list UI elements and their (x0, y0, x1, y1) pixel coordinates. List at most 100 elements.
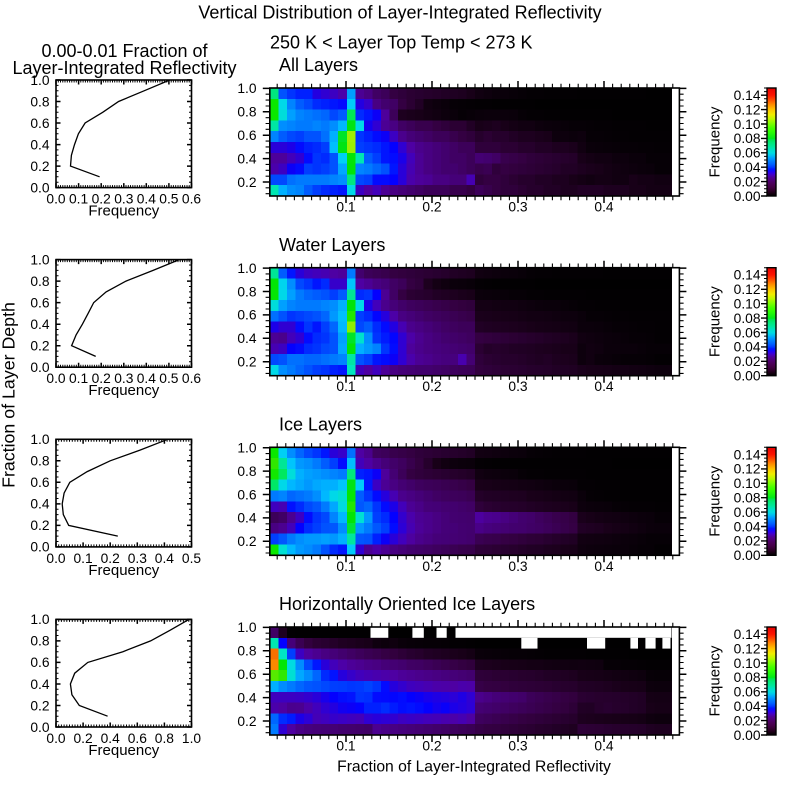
svg-text:0.3: 0.3 (508, 200, 528, 215)
svg-text:Frequency: Frequency (707, 645, 724, 716)
svg-text:0.0: 0.0 (46, 371, 66, 386)
svg-text:0.02: 0.02 (734, 354, 761, 369)
svg-text:0.0: 0.0 (30, 180, 50, 195)
svg-text:0.6: 0.6 (182, 371, 202, 386)
svg-text:0.2: 0.2 (30, 339, 49, 354)
svg-text:Layer-Integrated Reflectivity: Layer-Integrated Reflectivity (12, 58, 236, 78)
svg-text:0.6: 0.6 (237, 308, 257, 323)
svg-text:0.08: 0.08 (734, 491, 761, 506)
svg-text:0.06: 0.06 (734, 685, 761, 700)
svg-text:0.08: 0.08 (734, 311, 761, 326)
svg-text:0.08: 0.08 (734, 670, 761, 685)
svg-text:0.3: 0.3 (508, 379, 528, 394)
svg-text:0.4: 0.4 (137, 371, 157, 386)
svg-text:Fraction of Layer Depth: Fraction of Layer Depth (0, 302, 19, 488)
svg-text:0.12: 0.12 (734, 102, 761, 117)
svg-text:0.14: 0.14 (734, 447, 761, 462)
svg-text:0.2: 0.2 (422, 200, 441, 215)
svg-text:Frequency: Frequency (707, 106, 724, 177)
svg-text:1.0: 1.0 (237, 261, 257, 276)
svg-text:0.4: 0.4 (237, 331, 257, 346)
svg-text:Horizontally Oriented Ice Laye: Horizontally Oriented Ice Layers (279, 594, 535, 614)
svg-text:0.1: 0.1 (336, 559, 355, 574)
svg-text:Frequency: Frequency (88, 382, 159, 399)
svg-text:0.4: 0.4 (30, 137, 50, 152)
svg-text:0.1: 0.1 (69, 371, 88, 386)
svg-text:1.0: 1.0 (237, 620, 257, 635)
svg-text:0.04: 0.04 (734, 160, 761, 175)
svg-text:0.4: 0.4 (594, 200, 614, 215)
svg-text:0.04: 0.04 (734, 340, 761, 355)
svg-text:0.2: 0.2 (422, 739, 441, 754)
svg-text:0.2: 0.2 (237, 175, 256, 190)
svg-text:0.10: 0.10 (734, 476, 761, 491)
svg-text:0.2: 0.2 (74, 731, 93, 746)
svg-text:0.5: 0.5 (182, 551, 202, 566)
svg-text:0.1: 0.1 (74, 551, 93, 566)
svg-text:Frequency: Frequency (88, 562, 159, 579)
svg-text:0.12: 0.12 (734, 282, 761, 297)
svg-text:0.0: 0.0 (30, 540, 50, 555)
svg-text:1.0: 1.0 (30, 612, 50, 627)
svg-text:0.4: 0.4 (594, 739, 614, 754)
svg-text:0.4: 0.4 (237, 511, 257, 526)
svg-text:0.06: 0.06 (734, 325, 761, 340)
svg-text:0.8: 0.8 (237, 644, 257, 659)
svg-text:0.4: 0.4 (594, 559, 614, 574)
svg-text:0.6: 0.6 (237, 487, 257, 502)
svg-text:250 K < Layer Top Temp < 273 K: 250 K < Layer Top Temp < 273 K (270, 33, 533, 53)
svg-text:0.8: 0.8 (30, 634, 50, 649)
svg-text:0.2: 0.2 (30, 159, 49, 174)
svg-text:0.4: 0.4 (30, 497, 50, 512)
svg-text:0.14: 0.14 (734, 88, 761, 103)
svg-text:0.2: 0.2 (101, 551, 120, 566)
svg-text:0.1: 0.1 (336, 200, 355, 215)
svg-text:0.8: 0.8 (30, 454, 50, 469)
svg-text:0.6: 0.6 (128, 731, 148, 746)
svg-text:0.6: 0.6 (30, 475, 50, 490)
svg-text:0.4: 0.4 (30, 317, 50, 332)
svg-text:0.04: 0.04 (734, 699, 761, 714)
svg-text:0.0: 0.0 (46, 192, 66, 207)
svg-text:1.0: 1.0 (237, 441, 257, 456)
svg-text:0.3: 0.3 (114, 371, 134, 386)
svg-text:0.5: 0.5 (159, 192, 179, 207)
svg-text:0.6: 0.6 (182, 192, 202, 207)
svg-text:0.00: 0.00 (734, 189, 761, 204)
svg-text:Frequency: Frequency (707, 465, 724, 536)
svg-text:0.14: 0.14 (734, 268, 761, 283)
svg-text:0.14: 0.14 (734, 627, 761, 642)
svg-text:0.0: 0.0 (30, 360, 50, 375)
svg-text:0.8: 0.8 (237, 105, 257, 120)
svg-text:0.02: 0.02 (734, 713, 761, 728)
svg-text:0.4: 0.4 (30, 677, 50, 692)
svg-text:0.00: 0.00 (734, 548, 761, 563)
svg-text:0.8: 0.8 (30, 274, 50, 289)
svg-text:0.2: 0.2 (237, 355, 256, 370)
svg-text:0.2: 0.2 (237, 714, 256, 729)
svg-text:0.3: 0.3 (114, 192, 134, 207)
svg-text:0.2: 0.2 (92, 192, 111, 207)
svg-text:0.12: 0.12 (734, 641, 761, 656)
svg-text:0.04: 0.04 (734, 519, 761, 534)
svg-text:0.8: 0.8 (155, 731, 175, 746)
svg-text:Frequency: Frequency (88, 203, 159, 220)
svg-text:Fraction of Layer-Integrated R: Fraction of Layer-Integrated Reflectivit… (337, 759, 611, 776)
svg-text:1.0: 1.0 (30, 432, 50, 447)
svg-text:0.6: 0.6 (30, 116, 50, 131)
svg-text:0.4: 0.4 (155, 551, 175, 566)
svg-text:0.4: 0.4 (237, 690, 257, 705)
svg-text:1.0: 1.0 (30, 73, 50, 88)
svg-text:0.4: 0.4 (594, 379, 614, 394)
svg-text:0.10: 0.10 (734, 297, 761, 312)
svg-text:0.06: 0.06 (734, 146, 761, 161)
svg-text:0.02: 0.02 (734, 534, 761, 549)
svg-text:0.08: 0.08 (734, 131, 761, 146)
svg-text:0.5: 0.5 (159, 371, 179, 386)
svg-text:0.3: 0.3 (508, 559, 528, 574)
svg-text:0.06: 0.06 (734, 505, 761, 520)
svg-text:0.0: 0.0 (46, 551, 66, 566)
svg-text:1.0: 1.0 (30, 252, 50, 267)
svg-text:0.10: 0.10 (734, 117, 761, 132)
svg-text:All Layers: All Layers (279, 55, 358, 75)
